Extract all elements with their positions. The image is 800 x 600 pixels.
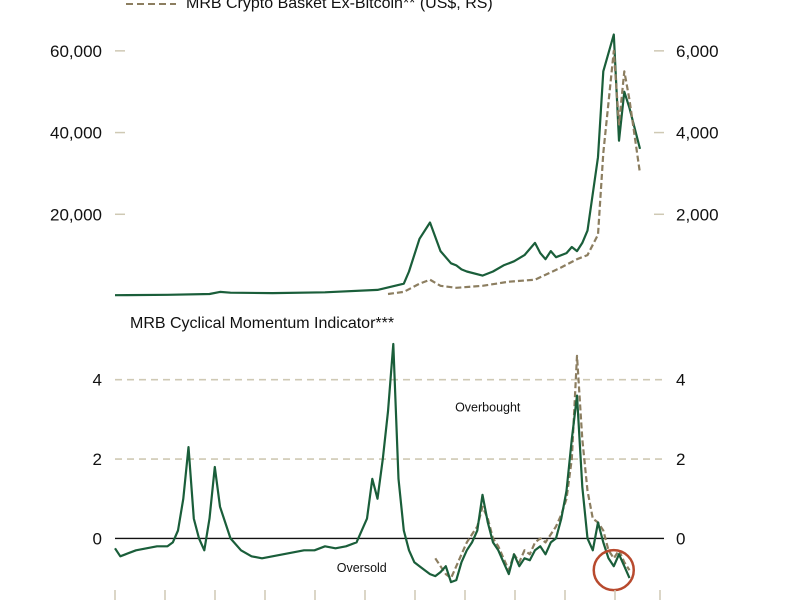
legend: MRB Crypto Basket Ex-Bitcoin** (US$, RS) xyxy=(126,0,493,12)
legend-label-basket: MRB Crypto Basket Ex-Bitcoin** (US$, RS) xyxy=(186,0,493,12)
top-right-tick-label: 6,000 xyxy=(676,42,719,61)
bottom-right-tick-label: 4 xyxy=(676,371,685,390)
top-left-tick-label: 20,000 xyxy=(50,205,102,224)
top-panel: 20,000 40,000 60,000 2,000 4,000 6,000 xyxy=(50,33,719,297)
annotation-oversold: Oversold xyxy=(337,561,387,575)
bottom-left-tick-label: 4 xyxy=(93,371,102,390)
bottom-series-bitcoin xyxy=(114,342,631,584)
top-left-tick-label: 60,000 xyxy=(50,42,102,61)
top-series-basket xyxy=(387,49,642,296)
bottom-series-basket xyxy=(434,354,631,580)
bottom-right-tick-label: 2 xyxy=(676,450,685,469)
bottom-left-tick-label: 2 xyxy=(93,450,102,469)
top-right-tick-label: 2,000 xyxy=(676,205,719,224)
annotation-overbought: Overbought xyxy=(455,400,521,414)
x-axis-ticks xyxy=(114,590,661,600)
top-left-tick-label: 40,000 xyxy=(50,124,102,143)
top-right-tick-label: 4,000 xyxy=(676,124,719,143)
bottom-right-tick-label: 0 xyxy=(676,529,685,548)
highlight-circle xyxy=(592,548,635,592)
bottom-panel: 0 2 4 0 2 4 Overbought Oversold xyxy=(93,342,685,592)
bottom-panel-title: MRB Cyclical Momentum Indicator*** xyxy=(130,315,394,332)
top-series-bitcoin xyxy=(114,33,642,297)
bottom-left-tick-label: 0 xyxy=(93,529,102,548)
